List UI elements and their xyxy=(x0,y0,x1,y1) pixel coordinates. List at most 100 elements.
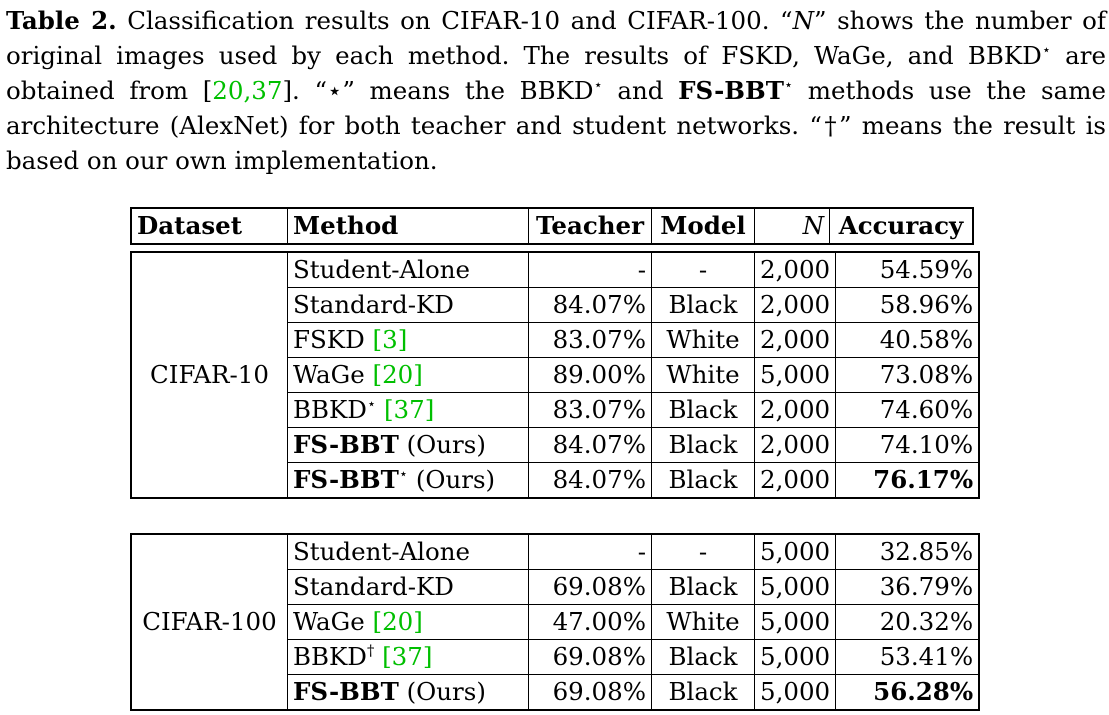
accuracy-cell: 20.32% xyxy=(835,604,980,640)
method-name: WaGe xyxy=(293,607,365,636)
teacher-accuracy-cell: - xyxy=(528,251,652,288)
citation-link[interactable]: 37 xyxy=(391,642,423,671)
method-name: Student-Alone xyxy=(293,537,471,566)
num-images-cell: 2,000 xyxy=(753,287,837,323)
method-cell: Student-Alone xyxy=(287,533,529,570)
header-accuracy: Accuracy xyxy=(829,207,974,245)
num-images-cell: 2,000 xyxy=(753,427,837,463)
table-row: CIFAR-100 Student-Alone - -5,000 32.85% xyxy=(130,533,980,711)
model-access-cell: Black xyxy=(651,569,755,605)
accuracy-cell: 54.59% xyxy=(835,251,980,288)
model-access-cell: Black xyxy=(651,639,755,675)
num-images-cell: 2,000 xyxy=(753,392,837,428)
accuracy-cell: 74.10% xyxy=(835,427,980,463)
method-name: FS-BBT xyxy=(293,465,399,494)
method-cell: FSKD [3] xyxy=(287,322,529,358)
method-cell: FS-BBT (Ours) xyxy=(287,674,529,711)
num-images-cell: 2,000 xyxy=(753,462,837,499)
method-name: FSKD xyxy=(293,325,365,354)
method-name: FS-BBT xyxy=(293,677,399,706)
method-cell: WaGe [20] xyxy=(287,357,529,393)
table-header: Dataset Method Teacher Model N Accuracy xyxy=(130,207,974,245)
method-name: Standard-KD xyxy=(293,290,454,319)
num-images-cell: 5,000 xyxy=(753,604,837,640)
table-row: FS-BBT⋆ (Ours) 84.07% Black 2,000 76.17% xyxy=(131,462,980,499)
num-images-cell: 2,000 xyxy=(753,251,837,288)
header-method: Method xyxy=(287,207,529,245)
header-row: Dataset Method Teacher Model N Accuracy xyxy=(130,207,974,245)
teacher-accuracy-cell: 84.07% xyxy=(528,287,652,323)
method-name: Student-Alone xyxy=(293,255,471,284)
results-table-cifar100: CIFAR-100 Student-Alone - -5,000 32.85% Stand… xyxy=(130,533,981,711)
method-suffix: (Ours) xyxy=(406,677,486,706)
model-access-cell: Black xyxy=(651,462,755,499)
teacher-accuracy-cell: 84.07% xyxy=(528,427,652,463)
method-cell: WaGe [20] xyxy=(287,604,529,640)
caption-label: Table 2. xyxy=(6,6,117,35)
teacher-accuracy-cell: 83.07% xyxy=(528,392,652,428)
header-n: N xyxy=(754,207,830,245)
header-teacher: Teacher xyxy=(528,207,652,245)
accuracy-cell: 32.85% xyxy=(835,533,980,570)
accuracy-cell: 56.28% xyxy=(835,674,980,711)
method-cell: FS-BBT⋆ (Ours) xyxy=(287,462,529,499)
table-row: FS-BBT (Ours) 69.08% Black 5,000 56.28% xyxy=(131,674,980,711)
accuracy-cell: 53.41% xyxy=(835,639,980,675)
model-access-cell: White xyxy=(651,322,755,358)
citation-link[interactable]: 20 xyxy=(382,360,414,389)
teacher-accuracy-cell: 84.07% xyxy=(528,462,652,499)
num-images-cell: 2,000 xyxy=(753,322,837,358)
citation-link[interactable]: 37 xyxy=(393,395,425,424)
method-name: BBKD xyxy=(293,395,367,424)
teacher-accuracy-cell: 89.00% xyxy=(528,357,652,393)
num-images-cell: 5,000 xyxy=(753,533,837,570)
num-images-cell: 5,000 xyxy=(753,357,837,393)
method-name: FS-BBT xyxy=(293,430,399,459)
method-mark: ⋆ xyxy=(398,465,409,483)
table-row: BBKD⋆ [37] 83.07% Black 2,000 74.60% xyxy=(131,392,980,428)
teacher-accuracy-cell: 69.08% xyxy=(528,674,652,711)
teacher-accuracy-cell: 83.07% xyxy=(528,322,652,358)
table-row: WaGe [20] 47.00% White 5,000 20.32% xyxy=(131,604,980,640)
method-cell: Standard-KD xyxy=(287,569,529,605)
teacher-accuracy-cell: 69.08% xyxy=(528,569,652,605)
table-row: Standard-KD 69.08% Black 5,000 36.79% xyxy=(131,569,980,605)
method-name: BBKD xyxy=(293,642,367,671)
num-images-cell: 5,000 xyxy=(753,569,837,605)
citation-link[interactable]: 37 xyxy=(251,76,283,105)
accuracy-cell: 76.17% xyxy=(835,462,980,499)
citation-link[interactable]: 3 xyxy=(382,325,398,354)
citation-link[interactable]: 20 xyxy=(212,76,244,105)
header-model: Model xyxy=(651,207,755,245)
model-access-cell: Black xyxy=(651,427,755,463)
model-access-cell: White xyxy=(651,604,755,640)
citation-link[interactable]: 20 xyxy=(382,607,414,636)
method-cell: FS-BBT (Ours) xyxy=(287,427,529,463)
header-dataset: Dataset xyxy=(130,207,288,245)
table-row: FSKD [3] 83.07% White 2,000 40.58% xyxy=(131,322,980,358)
method-mark: † xyxy=(366,642,375,660)
method-cell: BBKD† [37] xyxy=(287,639,529,675)
model-access-cell: White xyxy=(651,357,755,393)
num-images-cell: 5,000 xyxy=(753,639,837,675)
teacher-accuracy-cell: 47.00% xyxy=(528,604,652,640)
model-access-cell: - xyxy=(651,533,755,570)
method-name: Standard-KD xyxy=(293,572,454,601)
model-access-cell: - xyxy=(651,251,755,288)
method-suffix: (Ours) xyxy=(415,465,496,494)
accuracy-cell: 58.96% xyxy=(835,287,980,323)
table-row: FS-BBT (Ours) 84.07% Black 2,000 74.10% xyxy=(131,427,980,463)
table-row: CIFAR-10 Student-Alone - -2,000 54.59% xyxy=(130,251,980,499)
table-row: BBKD† [37] 69.08% Black 5,000 53.41% xyxy=(131,639,980,675)
method-name: WaGe xyxy=(293,360,365,389)
teacher-accuracy-cell: 69.08% xyxy=(528,639,652,675)
model-access-cell: Black xyxy=(651,674,755,711)
table-caption: Table 2. Classification results on CIFAR… xyxy=(6,6,1107,175)
num-images-cell: 5,000 xyxy=(753,674,837,711)
accuracy-cell: 40.58% xyxy=(835,322,980,358)
method-suffix: (Ours) xyxy=(406,430,486,459)
method-mark: ⋆ xyxy=(366,395,377,413)
results-table-cifar10: CIFAR-10 Student-Alone - -2,000 54.59% Standa… xyxy=(130,251,981,499)
teacher-accuracy-cell: - xyxy=(528,533,652,570)
accuracy-cell: 73.08% xyxy=(835,357,980,393)
